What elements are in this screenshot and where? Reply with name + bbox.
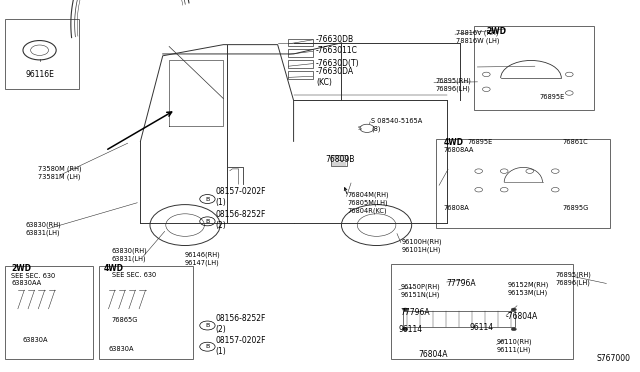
Bar [5, 266, 93, 359]
Text: 4WD: 4WD [104, 264, 124, 273]
Text: 76895(RH)
76896(LH): 76895(RH) 76896(LH) [435, 78, 471, 92]
Text: 96100H(RH)
96101H(LH): 96100H(RH) 96101H(LH) [402, 238, 443, 253]
Text: 76804A: 76804A [418, 350, 447, 359]
Text: 63830(RH)
63831(LH): 63830(RH) 63831(LH) [26, 222, 61, 236]
Text: 08156-8252F
(2): 08156-8252F (2) [216, 210, 266, 230]
Text: 76808AA: 76808AA [444, 147, 474, 153]
Text: 76895(RH)
76896(LH): 76895(RH) 76896(LH) [556, 272, 591, 286]
Text: 76865G: 76865G [112, 317, 138, 323]
Text: 2WD: 2WD [486, 27, 506, 36]
Text: 63830AA: 63830AA [12, 280, 42, 286]
Text: S 08540-5165A
(8): S 08540-5165A (8) [371, 118, 422, 132]
Text: 76804M(RH)
76805M(LH)
76804R(KC): 76804M(RH) 76805M(LH) 76804R(KC) [348, 192, 390, 214]
Text: SEE SEC. 630: SEE SEC. 630 [112, 272, 156, 278]
Text: 08156-8252F
(2): 08156-8252F (2) [216, 314, 266, 334]
Circle shape [403, 308, 408, 311]
Text: 96150P(RH)
96151N(LH): 96150P(RH) 96151N(LH) [400, 284, 440, 298]
Text: 76895G: 76895G [563, 205, 589, 211]
Text: B: B [205, 196, 209, 202]
Text: -76630DA
(KC): -76630DA (KC) [316, 67, 354, 87]
Text: 08157-0202F
(1): 08157-0202F (1) [216, 187, 266, 207]
Text: B: B [205, 323, 209, 328]
Text: S767000: S767000 [596, 355, 631, 363]
Bar [289, 39, 313, 46]
Text: 76861C: 76861C [563, 139, 589, 145]
Text: -76630D(T): -76630D(T) [316, 60, 360, 68]
Circle shape [511, 308, 516, 311]
Bar [474, 26, 594, 110]
Text: -7663011C: -7663011C [316, 46, 358, 55]
Bar [289, 60, 313, 68]
Text: 76895E: 76895E [467, 139, 492, 145]
Text: B: B [205, 344, 209, 349]
Text: 63830A: 63830A [22, 337, 48, 343]
Circle shape [403, 328, 408, 331]
Text: -76804A: -76804A [506, 312, 538, 321]
Text: 76895E: 76895E [540, 94, 564, 100]
Text: S: S [357, 126, 361, 131]
Text: 78816V (RH)
78816W (LH): 78816V (RH) 78816W (LH) [456, 29, 500, 44]
Text: 4WD: 4WD [444, 138, 463, 147]
Text: 77796A: 77796A [400, 308, 430, 317]
Text: 63830(RH)
63831(LH): 63830(RH) 63831(LH) [112, 248, 147, 262]
Bar [436, 139, 609, 228]
Text: 96152M(RH)
96153M(LH): 96152M(RH) 96153M(LH) [508, 281, 548, 295]
Text: 96146(RH)
96147(LH): 96146(RH) 96147(LH) [185, 251, 221, 266]
Text: 73580M (RH)
73581M (LH): 73580M (RH) 73581M (LH) [38, 166, 82, 180]
Text: 96116E: 96116E [25, 70, 54, 79]
Text: B: B [205, 219, 209, 224]
Text: -76630DB: -76630DB [316, 35, 354, 44]
Text: 08157-0202F
(1): 08157-0202F (1) [216, 336, 266, 356]
Text: 96114: 96114 [469, 323, 493, 332]
Bar [289, 71, 313, 79]
Text: 63830A: 63830A [109, 346, 134, 352]
Text: 76808A: 76808A [444, 205, 469, 211]
Bar [289, 49, 313, 57]
Text: 96114: 96114 [398, 325, 422, 334]
Text: 77796A: 77796A [447, 279, 476, 288]
Text: 96110(RH)
96111(LH): 96110(RH) 96111(LH) [497, 339, 532, 353]
Bar [403, 311, 515, 327]
Text: 2WD: 2WD [12, 264, 31, 273]
Bar [391, 264, 573, 359]
Text: 76809B: 76809B [326, 155, 355, 164]
Circle shape [511, 328, 516, 331]
Bar [5, 19, 79, 89]
Text: SEE SEC. 630: SEE SEC. 630 [12, 273, 56, 279]
Bar [331, 155, 348, 166]
Bar [99, 266, 193, 359]
